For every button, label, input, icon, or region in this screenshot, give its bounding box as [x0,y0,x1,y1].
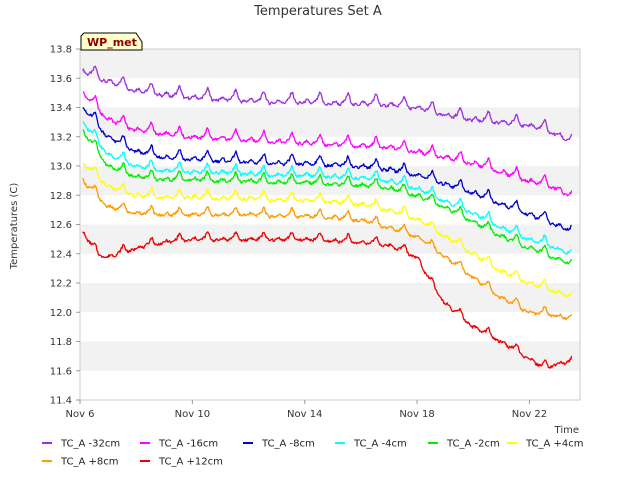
grid-band [80,136,580,166]
legend-label: TC_A +4cm [525,439,584,450]
y-tick-label: 13.4 [50,103,72,114]
legend-label: TC_A -16cm [158,439,218,450]
series-line-7 [82,177,573,321]
y-tick-label: 11.4 [50,396,72,407]
x-tick-label: Nov 6 [65,409,94,420]
chart-title: Temperatures Set A [253,4,382,19]
grid-band [80,283,580,313]
y-axis-ticks: 11.4 11.6 11.8 12.0 12.2 12.4 12.6 12.8 13.0 13.2… [50,45,80,407]
x-axis-title: Time [554,425,579,436]
grid-band [80,253,580,283]
series-line-5 [82,129,573,265]
series-line-3 [82,106,572,231]
grid-band [80,49,580,79]
grid-band [80,195,580,225]
y-tick-label: 13.6 [50,74,72,85]
legend-label: TC_A +12cm [158,457,223,468]
series-line-6 [82,162,572,298]
x-tick-label: Nov 22 [512,409,547,420]
grid-band [80,370,580,400]
x-axis-ticks: Nov 6 Nov 10 Nov 14 Nov 18 Nov 22 [65,400,547,420]
x-tick-label: Nov 10 [175,409,210,420]
y-tick-label: 12.4 [50,249,72,260]
legend-label: TC_A -8cm [261,439,315,450]
x-tick-label: Nov 14 [287,409,322,420]
legend-label: TC_A -2cm [446,439,500,450]
legend-label: TC_A -4cm [353,439,407,450]
series-line-1 [82,65,573,142]
badge-label: WP_met [87,36,137,49]
legend-label: TC_A -32cm [60,439,120,450]
series-lines [82,65,573,369]
grid-band [80,224,580,254]
grid-band [80,312,580,342]
grid-band [80,341,580,371]
station-badge: WP_met [80,32,143,51]
y-tick-label: 12.0 [50,308,72,319]
y-tick-label: 11.6 [50,366,72,377]
series-line-2 [82,91,573,197]
legend-label: TC_A +8cm [60,457,119,468]
legend: TC_A -32cm TC_A -16cm TC_A -8cm TC_A -4cm TC… [42,439,584,468]
y-tick-label: 12.6 [50,220,72,231]
y-tick-label: 12.2 [50,279,72,290]
series-line-8 [82,231,573,369]
x-tick-label: Nov 18 [399,409,434,420]
y-tick-label: 13.2 [50,132,72,143]
y-tick-label: 13.0 [50,162,72,173]
y-axis-title: Temperatures (C) [9,183,20,271]
badge-shape [80,32,143,51]
y-tick-label: 13.8 [50,45,72,56]
y-tick-label: 11.8 [50,337,72,348]
series-line-4 [82,120,572,255]
grid-band [80,78,580,108]
y-tick-label: 12.8 [50,191,72,202]
grid-bands [80,49,580,400]
